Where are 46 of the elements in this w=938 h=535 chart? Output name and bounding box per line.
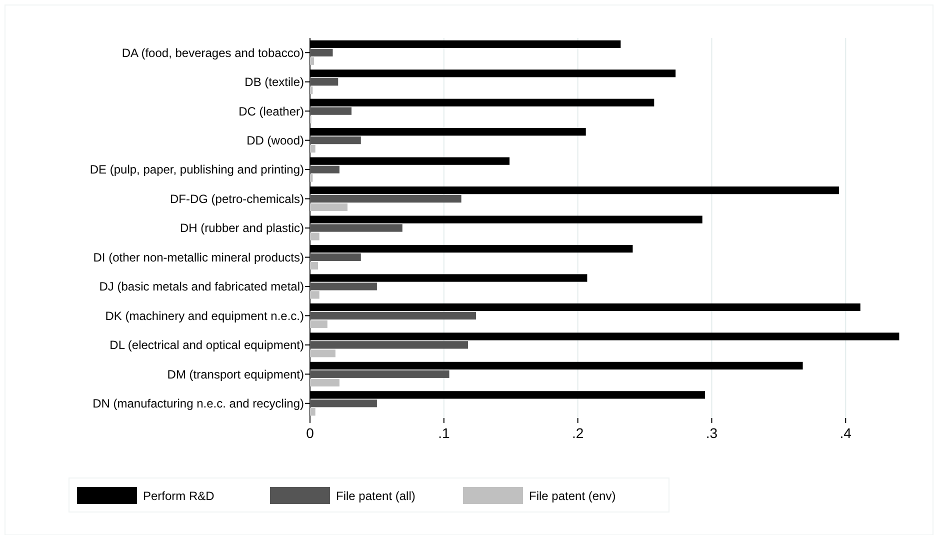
y-tick-label: DN (manufacturing n.e.c. and recycling) bbox=[92, 396, 304, 411]
bar bbox=[310, 312, 476, 320]
bar bbox=[310, 350, 336, 358]
bar bbox=[310, 57, 314, 65]
y-tick-label: DK (machinery and equipment n.e.c.) bbox=[105, 308, 304, 323]
bar bbox=[310, 107, 352, 115]
y-tick-label: DL (electrical and optical equipment) bbox=[110, 338, 304, 352]
x-tick-label: .2 bbox=[572, 425, 584, 441]
bar bbox=[310, 224, 402, 232]
bar bbox=[310, 400, 377, 408]
bar bbox=[310, 194, 462, 203]
legend-label: File patent (all) bbox=[336, 489, 416, 504]
y-tick-label: DI (other non-metallic mineral products) bbox=[93, 250, 304, 264]
bar bbox=[310, 232, 320, 240]
bar bbox=[310, 48, 333, 56]
bar bbox=[310, 136, 361, 144]
y-tick-label: DH (rubber and plastic) bbox=[180, 221, 304, 236]
bar bbox=[310, 86, 313, 94]
legend-label: File patent (env) bbox=[529, 489, 616, 504]
x-tick-label: .1 bbox=[438, 425, 450, 441]
y-tick-label: DC (leather) bbox=[238, 104, 304, 118]
y-tick-label: DB (textile) bbox=[244, 75, 304, 90]
x-tick-label: .3 bbox=[706, 425, 718, 441]
y-tick-label: DJ (basic metals and fabricated metal) bbox=[99, 280, 304, 294]
bar bbox=[310, 341, 468, 349]
legend-label: Perform R&D bbox=[143, 489, 215, 504]
bar bbox=[310, 370, 450, 378]
bar bbox=[310, 282, 377, 290]
bar bbox=[310, 78, 338, 86]
bar bbox=[310, 291, 320, 299]
bar bbox=[310, 378, 340, 386]
bar bbox=[310, 262, 318, 270]
y-tick-label: DF-DG (petro-chemicals) bbox=[170, 192, 304, 206]
bar bbox=[310, 253, 361, 262]
x-tick-label: .4 bbox=[840, 425, 852, 441]
y-tick-label: DM (transport equipment) bbox=[167, 367, 304, 382]
bar bbox=[310, 408, 316, 416]
bar bbox=[310, 320, 328, 328]
y-tick-label: DA (food, beverages and tobacco) bbox=[122, 46, 304, 60]
bar bbox=[310, 144, 316, 153]
bar bbox=[310, 203, 348, 212]
y-tick-label: DD (wood) bbox=[246, 134, 304, 148]
y-tick-label: DE (pulp, paper, publishing and printing) bbox=[90, 162, 304, 177]
x-tick-label: 0 bbox=[306, 425, 314, 441]
bar bbox=[310, 166, 340, 174]
bar bbox=[310, 174, 313, 182]
